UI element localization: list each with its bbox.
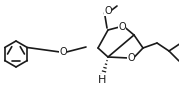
Text: O: O	[59, 47, 67, 57]
Text: H: H	[98, 75, 106, 85]
Text: O: O	[127, 53, 135, 63]
Text: O: O	[104, 6, 112, 16]
Text: O: O	[118, 22, 126, 32]
